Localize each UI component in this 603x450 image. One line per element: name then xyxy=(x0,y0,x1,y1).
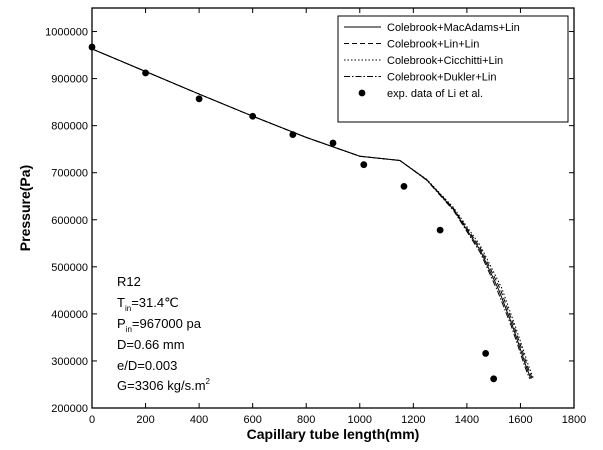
roughness-label: e/D=0.003 xyxy=(117,358,177,373)
legend-marker xyxy=(358,89,366,97)
legend-label: Colebrook+Dukler+Lin xyxy=(387,72,496,84)
inlet-pressure-subscript: in xyxy=(126,325,132,334)
x-tick-label: 200 xyxy=(136,414,154,426)
plot-frame xyxy=(91,7,575,409)
x-tick-label: 1000 xyxy=(348,414,372,426)
inlet-temperature-value: =31.4℃ xyxy=(131,295,179,310)
mass-flux-superscript: 2 xyxy=(206,377,211,386)
legend-label: Colebrook+Cicchitti+Lin xyxy=(387,55,503,67)
y-tick-label: 700000 xyxy=(51,168,88,180)
y-tick-label: 400000 xyxy=(51,309,88,321)
inlet-pressure-label: Pin=967000 pa xyxy=(117,316,202,334)
inlet-pressure-symbol: P xyxy=(117,316,126,331)
refrigerant-label: R12 xyxy=(117,274,141,289)
y-tick-label: 600000 xyxy=(51,215,88,227)
legend-label: Colebrook+MacAdams+Lin xyxy=(387,22,520,34)
y-tick-label: 900000 xyxy=(51,74,88,86)
legend-items: Colebrook+MacAdams+Lin Colebrook+Lin+Lin C… xyxy=(344,22,520,100)
y-tick-label: 800000 xyxy=(51,121,88,133)
diameter-label: D=0.66 mm xyxy=(117,337,185,352)
mass-flux-value: G=3306 kg/s.m xyxy=(117,378,206,393)
exp-data-point xyxy=(142,69,149,77)
x-tick-label: 0 xyxy=(89,414,95,426)
y-axis-title: Pressure(Pa) xyxy=(17,165,33,251)
y-tick-label: 1000000 xyxy=(45,27,88,39)
y-tick-label: 200000 xyxy=(51,403,88,415)
exp-data-point xyxy=(490,375,498,383)
series-line-4 xyxy=(91,48,531,380)
x-tick-label: 800 xyxy=(297,414,315,426)
inlet-temperature-label: Tin=31.4℃ xyxy=(117,295,179,313)
exp-data-point xyxy=(329,139,337,147)
x-tick-label: 1200 xyxy=(401,414,425,426)
y-tick-label: 300000 xyxy=(51,356,88,368)
x-tick-label: 600 xyxy=(243,414,261,426)
exp-data-point xyxy=(436,226,444,234)
x-tick-label: 1800 xyxy=(562,414,586,426)
series-line-3 xyxy=(91,48,535,380)
y-tick-label: 500000 xyxy=(51,262,88,274)
legend-label: Colebrook+Lin+Lin xyxy=(387,39,479,51)
exp-data-point xyxy=(88,43,96,51)
x-tick-label: 1400 xyxy=(455,414,479,426)
legend: Colebrook+MacAdams+Lin Colebrook+Lin+Lin C… xyxy=(337,15,569,123)
x-tick-label: 1600 xyxy=(508,414,532,426)
series-layer xyxy=(88,43,535,383)
y-axis: 200000 300000 400000 500000 600000 700000 8000… xyxy=(45,27,574,415)
legend-box xyxy=(337,15,569,123)
mass-flux-label: G=3306 kg/s.m2 xyxy=(117,377,211,393)
exp-data-point xyxy=(249,112,257,120)
x-axis-title: Capillary tube length(mm) xyxy=(247,426,420,442)
series-line-2 xyxy=(91,48,533,380)
legend-label: exp. data of Li et al. xyxy=(387,88,483,100)
exp-data-point xyxy=(482,350,490,357)
x-tick-label: 400 xyxy=(190,414,208,426)
exp-data-point xyxy=(289,131,297,138)
inlet-pressure-value: =967000 pa xyxy=(132,316,202,331)
inlet-temperature-symbol: T xyxy=(117,295,125,310)
exp-data-point xyxy=(400,182,408,190)
conditions-annotation: R12 Tin=31.4℃ Pin=967000 pa D=0.66 mm e/… xyxy=(117,274,211,393)
exp-data-point xyxy=(360,161,368,169)
exp-data-point xyxy=(195,95,203,103)
inlet-temperature-subscript: in xyxy=(125,304,131,313)
x-axis: 0 200 400 600 800 1000 1200 1400 1600 1800 xyxy=(89,8,586,426)
